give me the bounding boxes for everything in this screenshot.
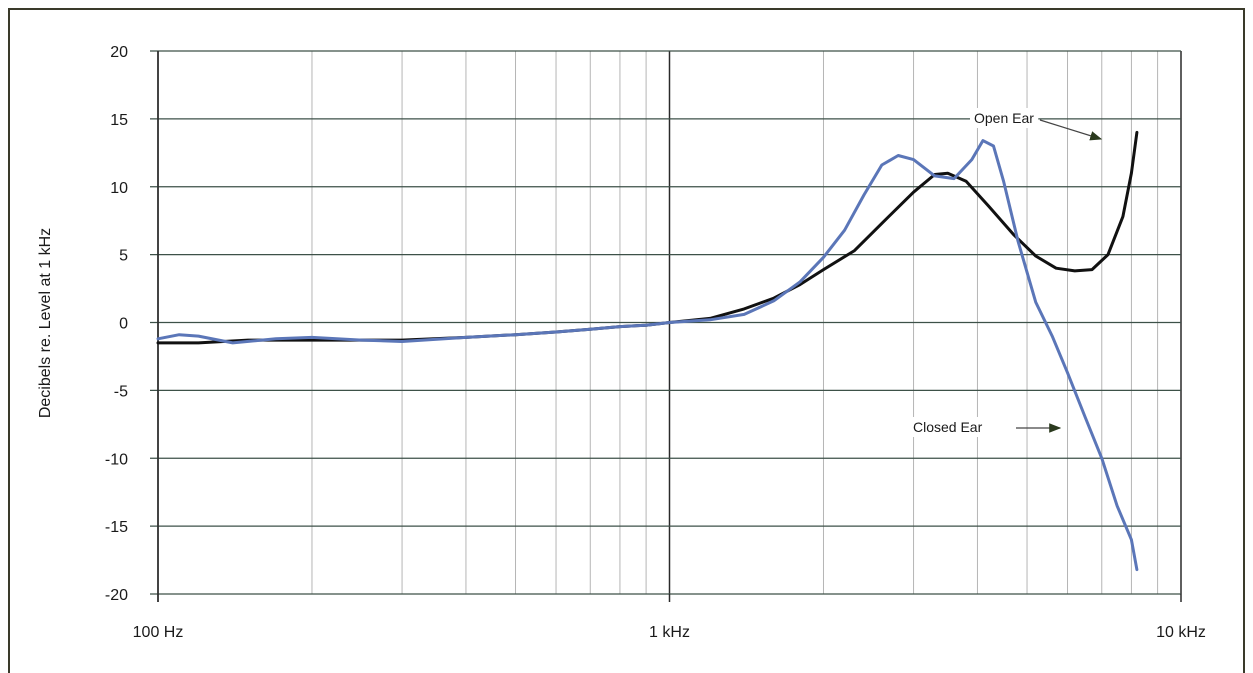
- annotation-open-ear: Open Ear: [974, 110, 1034, 126]
- x-tick-label: 100 Hz: [133, 624, 184, 641]
- y-tick-label: 0: [119, 316, 128, 333]
- series-line-closed-ear: [156, 139, 1139, 572]
- annotation-arrow-open-ear: [1039, 119, 1103, 141]
- series-lines: [156, 130, 1139, 572]
- y-tick-label: -20: [105, 587, 128, 604]
- annotation-background: [970, 108, 1039, 128]
- y-tick-label: -10: [105, 451, 128, 468]
- y-tick-label: -5: [114, 383, 128, 400]
- tick-labels: 20 15 10 5 0 -5 -10 -15 -20 100 Hz 1 kHz 10 kHz: [105, 44, 1206, 641]
- x-tick-label: 1 kHz: [649, 624, 690, 641]
- y-axis-label: Decibels re. Level at 1 kHz: [37, 228, 54, 418]
- y-tick-label: 15: [110, 112, 128, 129]
- y-tick-label: 10: [110, 180, 128, 197]
- annotations: Open Ear Closed Ear: [909, 108, 1103, 437]
- series-line-open-ear: [156, 130, 1139, 345]
- grid: [150, 50, 1182, 602]
- y-tick-label: 20: [110, 44, 128, 61]
- y-tick-label: 5: [119, 248, 128, 265]
- x-tick-label: 10 kHz: [1156, 624, 1206, 641]
- annotation-closed-ear: Closed Ear: [913, 419, 983, 435]
- y-tick-label: -15: [105, 519, 128, 536]
- annotation-background: [909, 417, 987, 437]
